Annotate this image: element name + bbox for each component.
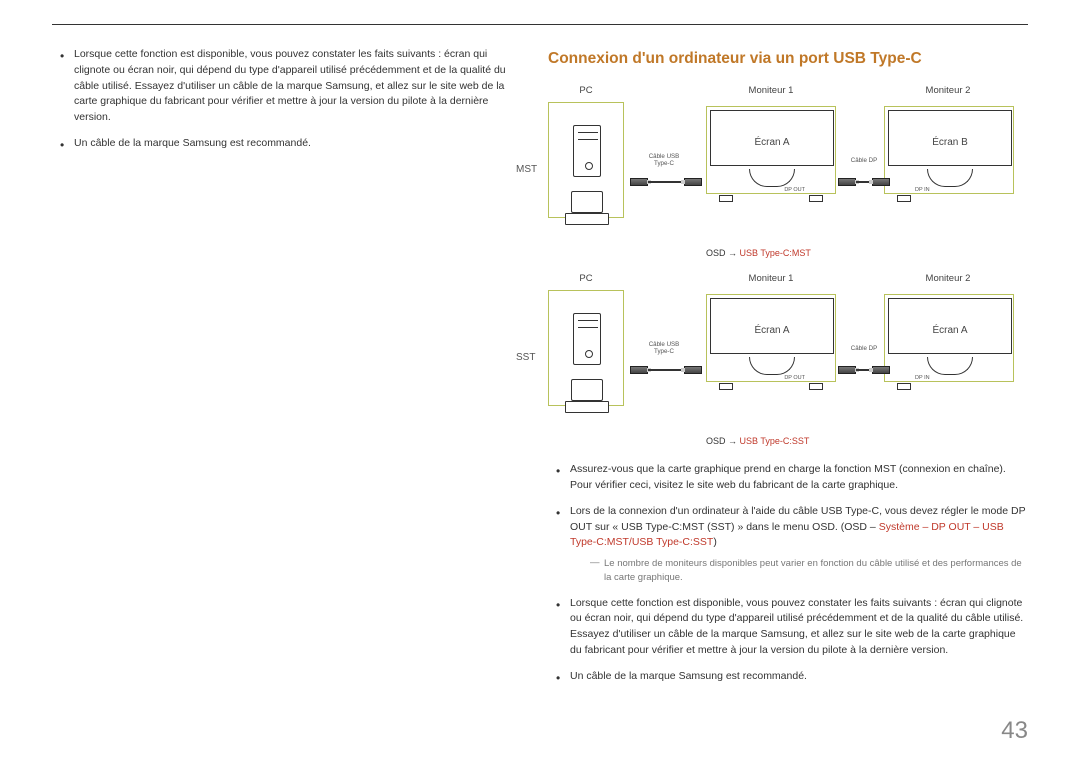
plug-2b — [872, 178, 890, 186]
port-usb-c-2 — [719, 383, 733, 390]
cable2-label: Câble DP — [851, 158, 877, 165]
port-lbl-dpin: DP IN — [915, 186, 930, 194]
cable1-label: Câble USB Type-C — [649, 154, 680, 168]
port-dp-out-2 — [809, 383, 823, 390]
laptop-icon — [565, 191, 609, 227]
pc-devices — [559, 125, 615, 233]
plug-1a-2 — [630, 366, 648, 374]
page-number: 43 — [1001, 717, 1028, 745]
laptop-icon-2 — [565, 379, 609, 415]
right-bullet-2: Lors de la connexion d'un ordinateur à l… — [548, 504, 1028, 586]
right-bullet-1: Assurez-vous que la carte graphique pren… — [548, 462, 1028, 494]
diagram-sst: SST PC Moniteur 1 Moniteur 2 Écran A DP — [548, 272, 1024, 432]
screen-a-label: Écran A — [711, 135, 833, 150]
monitor2-label-2: Moniteur 2 — [926, 272, 971, 286]
pc-label: PC — [579, 84, 592, 98]
screen-a-label-2: Écran A — [711, 323, 833, 338]
port-dp-in — [897, 195, 911, 202]
diagram-mst: MST PC Moniteur 1 Moniteur 2 Écran A — [548, 84, 1024, 244]
tower-icon-2 — [573, 313, 601, 365]
screen-b-label-2: Écran A — [889, 323, 1011, 338]
tower-icon — [573, 125, 601, 177]
cable1-label-2: Câble USB Type-C — [649, 342, 680, 356]
plug-1a — [630, 178, 648, 186]
monitor1-label: Moniteur 1 — [749, 84, 794, 98]
right-bullet-2-subnote: Le nombre de moniteurs disponibles peut … — [570, 557, 1028, 586]
pc-box-2 — [548, 290, 624, 406]
osd-note-mst: OSD → USB Type-C:MST — [706, 247, 811, 261]
plug-1b-2 — [684, 366, 702, 374]
port-lbl-dpin-2: DP IN — [915, 374, 930, 382]
plug-2b-2 — [872, 366, 890, 374]
port-usb-c — [719, 195, 733, 202]
monitor1-box-2: Écran A DP OUT — [706, 294, 836, 382]
right-bullet-4: Un câble de la marque Samsung est recomm… — [548, 669, 1028, 685]
two-columns: Lorsque cette fonction est disponible, v… — [52, 47, 1028, 694]
top-rule — [52, 24, 1028, 25]
right-bullet-3: Lorsque cette fonction est disponible, v… — [548, 596, 1028, 659]
cable-1-2 — [648, 369, 684, 371]
section-title: Connexion d'un ordinateur via un port US… — [548, 47, 1028, 70]
left-bullet-list: Lorsque cette fonction est disponible, v… — [52, 47, 508, 152]
plug-2a — [838, 178, 856, 186]
monitor2-box-2: Écran A DP IN — [884, 294, 1014, 382]
plug-1b — [684, 178, 702, 186]
osd-note-sst: OSD → USB Type-C:SST — [706, 435, 809, 449]
right-column: Connexion d'un ordinateur via un port US… — [548, 47, 1028, 694]
right-bullet-list: Assurez-vous que la carte graphique pren… — [548, 462, 1028, 684]
left-bullet-2: Un câble de la marque Samsung est recomm… — [52, 136, 508, 152]
monitor2-label: Moniteur 2 — [926, 84, 971, 98]
left-bullet-1: Lorsque cette fonction est disponible, v… — [52, 47, 508, 126]
pc-devices-2 — [559, 313, 615, 421]
plug-2a-2 — [838, 366, 856, 374]
monitor1-box: Écran A DP OUT — [706, 106, 836, 194]
screen-b-label: Écran B — [889, 135, 1011, 150]
pc-label-2: PC — [579, 272, 592, 286]
cable2-label-2: Câble DP — [851, 346, 877, 353]
port-dp-out — [809, 195, 823, 202]
left-column: Lorsque cette fonction est disponible, v… — [52, 47, 508, 694]
port-lbl-dpout: DP OUT — [784, 186, 805, 194]
cable-1 — [648, 181, 684, 183]
port-dp-in-2 — [897, 383, 911, 390]
monitor1-label-2: Moniteur 1 — [749, 272, 794, 286]
port-lbl-dpout-2: DP OUT — [784, 374, 805, 382]
mode-label-sst: SST — [516, 350, 535, 365]
monitor2-box: Écran B DP IN — [884, 106, 1014, 194]
pc-box — [548, 102, 624, 218]
mode-label-mst: MST — [516, 162, 537, 177]
